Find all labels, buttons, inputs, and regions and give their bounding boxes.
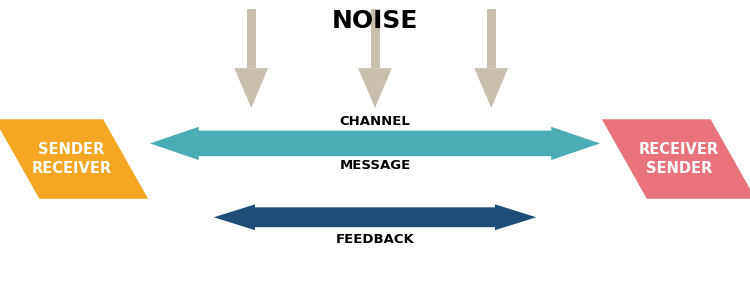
- Polygon shape: [602, 119, 750, 199]
- Text: FEEDBACK: FEEDBACK: [336, 233, 414, 246]
- Text: NOISE: NOISE: [332, 9, 419, 33]
- Polygon shape: [0, 119, 148, 199]
- Polygon shape: [358, 68, 392, 108]
- Polygon shape: [475, 68, 508, 108]
- Bar: [487, 9, 496, 68]
- Bar: [370, 9, 380, 68]
- Text: MESSAGE: MESSAGE: [339, 159, 411, 172]
- Polygon shape: [234, 68, 268, 108]
- Text: CHANNEL: CHANNEL: [340, 115, 410, 128]
- Text: RECEIVER
SENDER: RECEIVER SENDER: [639, 142, 718, 176]
- Bar: [247, 9, 256, 68]
- Polygon shape: [214, 204, 536, 230]
- Text: SENDER
RECEIVER: SENDER RECEIVER: [32, 142, 111, 176]
- Polygon shape: [150, 127, 600, 160]
